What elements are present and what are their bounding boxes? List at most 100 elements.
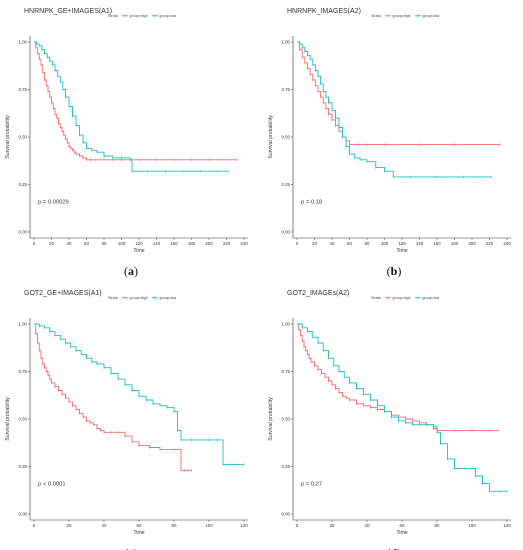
legend-entry-2: group=low xyxy=(423,14,440,18)
series-line-1 xyxy=(297,41,500,146)
x-tick-label-6: 120 xyxy=(398,241,406,246)
p-value-label: p = 0.27 xyxy=(301,482,322,488)
x-tick-label-8: 160 xyxy=(433,241,441,246)
legend: Strata group=high group=low xyxy=(108,14,177,18)
legend-title: Strata xyxy=(371,14,381,18)
p-value-label: p = 0.18 xyxy=(301,200,322,206)
x-tick-label-2: 40 xyxy=(365,523,370,528)
x-tick-label-4: 80 xyxy=(365,241,370,246)
chart-panel-2: HNRNPK_IMAGES(A2) Strata group=high group=l… xyxy=(268,8,511,278)
caption-open: ( xyxy=(124,264,128,278)
series-line-1 xyxy=(297,323,499,431)
legend-entry-1: group=high xyxy=(130,296,148,300)
y-tick-label-2: 0.50 xyxy=(281,417,290,422)
y-tick-label-3: 0.75 xyxy=(18,87,27,92)
y-tick-label-0: 0.00 xyxy=(281,230,290,235)
caption-letter: a xyxy=(128,264,134,278)
x-tick-label-6: 120 xyxy=(135,241,143,246)
x-tick-label-8: 160 xyxy=(170,241,178,246)
panel-caption: (a) xyxy=(124,264,138,278)
x-tick-label-4: 80 xyxy=(102,241,107,246)
series-line-1 xyxy=(34,41,237,161)
x-tick-label-4: 80 xyxy=(435,523,440,528)
caption-close: ) xyxy=(134,546,138,550)
caption-letter: c xyxy=(128,546,134,550)
legend: Strata group=high group=low xyxy=(371,14,440,18)
y-tick-label-4: 1.00 xyxy=(18,322,27,327)
series-line-1 xyxy=(34,323,192,471)
panel-caption: (c) xyxy=(124,546,137,550)
chart-panel-4: GOT2_IMAGEs(A2) Strata group=high group=low… xyxy=(268,290,511,550)
x-axis-label: Time xyxy=(396,248,407,254)
chart-title: HNRNPK_GE+IMAGES(A1) xyxy=(24,8,112,15)
caption-letter: b xyxy=(391,264,398,278)
caption-close: ) xyxy=(397,546,401,550)
panel-caption: (d) xyxy=(387,546,402,550)
y-tick-label-1: 0.25 xyxy=(281,182,290,187)
chart-title: GOT2_IMAGEs(A2) xyxy=(287,290,349,297)
legend-entry-2: group=low xyxy=(160,14,177,18)
y-tick-label-4: 1.00 xyxy=(18,40,27,45)
y-tick-label-2: 0.50 xyxy=(18,135,27,140)
x-tick-label-2: 40 xyxy=(330,241,335,246)
legend-entry-1: group=high xyxy=(130,14,148,18)
legend: Strata group=high group=low xyxy=(371,296,440,300)
x-tick-label-5: 100 xyxy=(205,523,213,528)
y-axis-label: Survival probability xyxy=(268,115,274,159)
caption-open: ( xyxy=(124,546,128,550)
chart-panel-1: HNRNPK_GE+IMAGES(A1)Strata group=high grou… xyxy=(5,8,248,278)
x-tick-label-7: 140 xyxy=(416,241,424,246)
x-tick-label-1: 20 xyxy=(67,523,72,528)
x-axis-label: Time xyxy=(396,530,407,536)
x-tick-label-3: 60 xyxy=(84,241,89,246)
x-tick-label-10: 200 xyxy=(205,241,213,246)
x-tick-label-11: 220 xyxy=(486,241,494,246)
legend-entry-2: group=low xyxy=(160,296,177,300)
caption-close: ) xyxy=(397,264,401,278)
x-tick-label-3: 60 xyxy=(137,523,142,528)
y-tick-label-4: 1.00 xyxy=(281,40,290,45)
y-tick-label-4: 1.00 xyxy=(281,322,290,327)
y-axis-label: Survival probability xyxy=(5,115,11,159)
x-tick-label-2: 40 xyxy=(102,523,107,528)
x-tick-label-9: 180 xyxy=(188,241,196,246)
x-tick-label-3: 60 xyxy=(347,241,352,246)
x-tick-label-0: 0 xyxy=(296,523,299,528)
series-line-2 xyxy=(297,323,507,492)
x-tick-label-12: 240 xyxy=(503,241,511,246)
x-tick-label-5: 100 xyxy=(118,241,126,246)
y-tick-label-3: 0.75 xyxy=(18,369,27,374)
y-tick-label-3: 0.75 xyxy=(281,87,290,92)
x-tick-label-5: 100 xyxy=(468,523,476,528)
y-tick-label-0: 0.00 xyxy=(18,512,27,517)
panel-caption: (b) xyxy=(387,264,402,278)
x-tick-label-7: 140 xyxy=(153,241,161,246)
y-tick-label-2: 0.50 xyxy=(18,417,27,422)
x-tick-label-6: 120 xyxy=(503,523,511,528)
x-tick-label-5: 100 xyxy=(381,241,389,246)
caption-close: ) xyxy=(134,264,138,278)
x-tick-label-0: 0 xyxy=(33,523,36,528)
y-tick-label-1: 0.25 xyxy=(281,464,290,469)
x-axis-label: Time xyxy=(133,530,144,536)
legend: Strata group=high group=low xyxy=(108,296,177,300)
y-tick-label-1: 0.25 xyxy=(18,182,27,187)
p-value-label: p = 0.00029 xyxy=(38,200,69,206)
x-tick-label-10: 200 xyxy=(468,241,476,246)
x-tick-label-0: 0 xyxy=(296,241,299,246)
series-line-2 xyxy=(297,41,492,178)
legend-entry-2: group=low xyxy=(423,296,440,300)
x-tick-label-6: 120 xyxy=(240,523,248,528)
x-tick-label-1: 20 xyxy=(312,241,317,246)
p-value-label: p < 0.0001 xyxy=(38,482,66,488)
y-tick-label-0: 0.00 xyxy=(281,512,290,517)
y-axis-label: Survival probability xyxy=(268,397,274,441)
legend-entry-1: group=high xyxy=(393,14,411,18)
x-tick-label-4: 80 xyxy=(172,523,177,528)
caption-open: ( xyxy=(387,264,391,278)
x-tick-label-11: 220 xyxy=(223,241,231,246)
x-tick-label-1: 20 xyxy=(330,523,335,528)
x-axis-label: Time xyxy=(133,248,144,254)
legend-title: Strata xyxy=(108,296,118,300)
chart-panel-3: GOT2_GE+IMAGES(A1) Strata group=high group=… xyxy=(5,290,248,550)
